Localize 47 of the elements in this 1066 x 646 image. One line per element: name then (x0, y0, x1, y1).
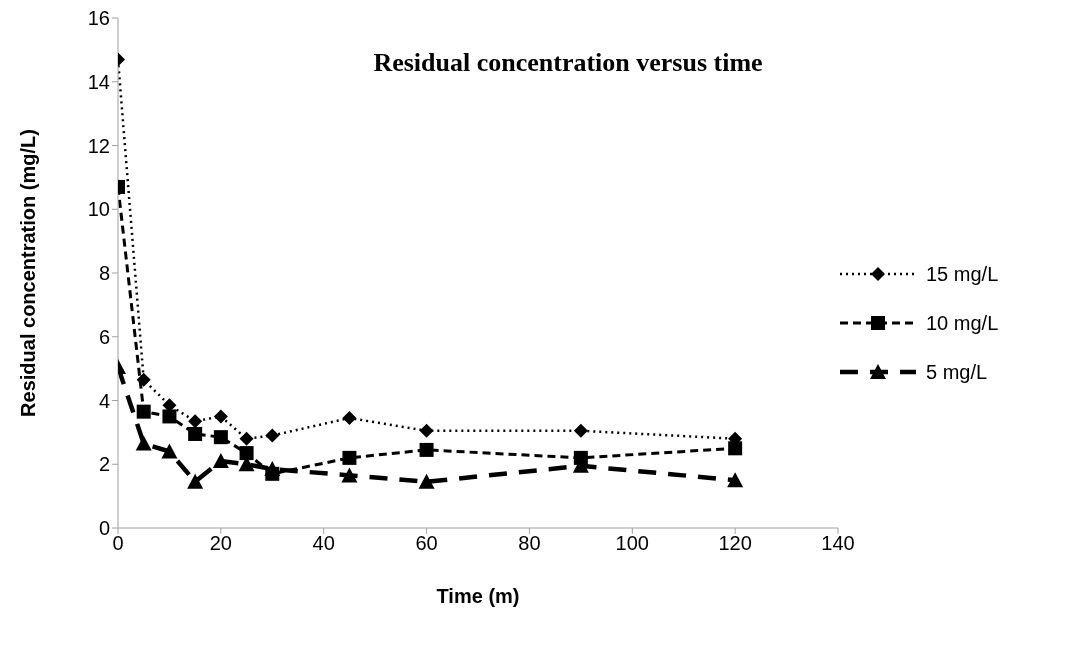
text: Residual concentration versus time (372, 48, 764, 78)
point (265, 466, 280, 481)
x-tick-label: 80 (518, 532, 541, 555)
point (239, 446, 254, 461)
y-tick-label: 10 (87, 198, 110, 221)
y-tick-label: 4 (98, 389, 110, 412)
point (188, 426, 203, 441)
point (212, 453, 229, 469)
x-tick-label: 60 (415, 532, 438, 555)
x-tick-label: 40 (312, 532, 335, 555)
legend-label: 5 mg/L (926, 360, 988, 384)
y-tick-label: 8 (98, 262, 110, 285)
point (265, 428, 280, 443)
point (239, 431, 254, 446)
legend-label: 10 mg/L (926, 311, 999, 335)
x-tick-label: 0 (112, 532, 124, 555)
point (136, 404, 151, 419)
y-tick-label: 14 (87, 70, 110, 93)
y-tick-label: 2 (98, 453, 110, 476)
point (342, 450, 357, 465)
point (573, 423, 588, 438)
legend-label: 15 mg/L (926, 262, 999, 286)
x-tick-label: 20 (209, 532, 232, 555)
point (342, 411, 357, 426)
y-tick-label: 0 (98, 517, 110, 540)
x-tick-label: 100 (615, 532, 649, 555)
y-tick-label: 12 (87, 134, 110, 157)
point (419, 442, 434, 457)
x-axis-title: Time (m) (436, 585, 520, 607)
point (161, 443, 178, 459)
point (213, 430, 228, 445)
point (419, 423, 434, 438)
point (418, 473, 435, 489)
point (162, 409, 177, 424)
x-tick-label: 140 (821, 532, 855, 555)
y-tick-label: 16 (87, 7, 110, 30)
point (187, 473, 204, 489)
point (213, 409, 228, 424)
y-axis-title: Residual concentration (mg/L) (17, 129, 40, 417)
point (573, 450, 588, 465)
y-tick-label: 6 (98, 325, 110, 348)
point (341, 467, 358, 483)
point (188, 414, 203, 429)
point (136, 372, 151, 387)
point (135, 435, 152, 451)
point (727, 472, 744, 488)
x-tick-label: 120 (718, 532, 752, 555)
